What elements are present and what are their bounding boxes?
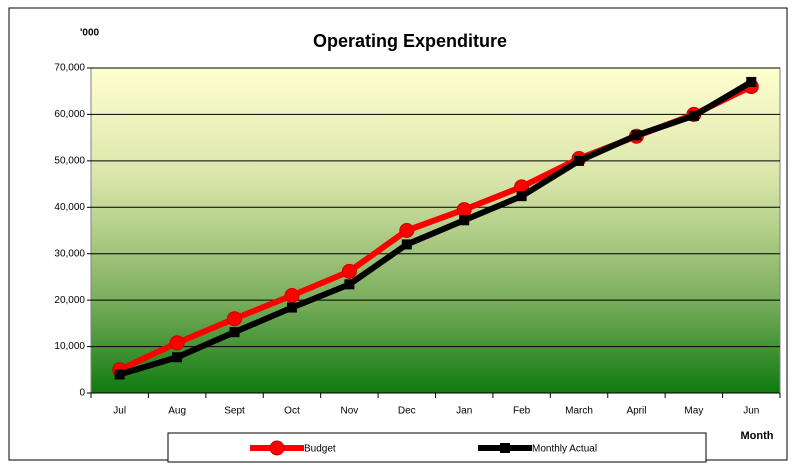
x-tick-label: Nov [340,406,358,417]
x-tick-label: Jun [743,406,759,417]
legend-label: Monthly Actual [532,444,597,455]
x-tick-label: April [626,406,646,417]
point [459,215,470,226]
point [399,223,415,238]
point [574,155,585,166]
x-tick-label: Jul [113,406,126,417]
legend-label: Budget [304,444,336,455]
x-tick-label: March [565,406,593,417]
y-tick-label: 70,000 [54,63,85,74]
legend-marker [269,440,285,456]
x-tick-label: Oct [284,406,300,417]
unit-label: '000 [80,28,100,39]
point [401,239,412,250]
x-axis-label: Month [741,430,774,442]
y-tick-label: 50,000 [54,155,85,166]
point [344,279,355,290]
point [516,191,527,202]
point [456,202,472,218]
point [169,335,185,351]
point [114,369,125,380]
x-tick-label: Dec [398,406,416,417]
y-tick-label: 40,000 [54,202,85,213]
point [172,352,183,363]
point [746,76,757,87]
x-tick-label: Jan [456,406,472,417]
point [227,311,243,327]
point [286,302,297,313]
point [341,263,357,279]
series-line [118,79,753,378]
x-tick-label: Aug [168,406,186,417]
point [229,327,240,338]
y-tick-label: 60,000 [54,109,85,120]
y-tick-label: 30,000 [54,248,85,259]
x-tick-label: May [684,406,703,417]
y-tick-label: 0 [79,388,85,399]
point [631,130,642,141]
chart-title: Operating Expenditure [313,31,507,51]
y-tick-label: 20,000 [54,295,85,306]
x-tick-label: Sept [224,406,245,417]
y-tick-label: 10,000 [54,341,85,352]
x-tick-label: Feb [513,406,531,417]
legend-marker [500,443,510,453]
point [688,110,699,121]
legend [167,432,707,463]
point [284,288,300,303]
